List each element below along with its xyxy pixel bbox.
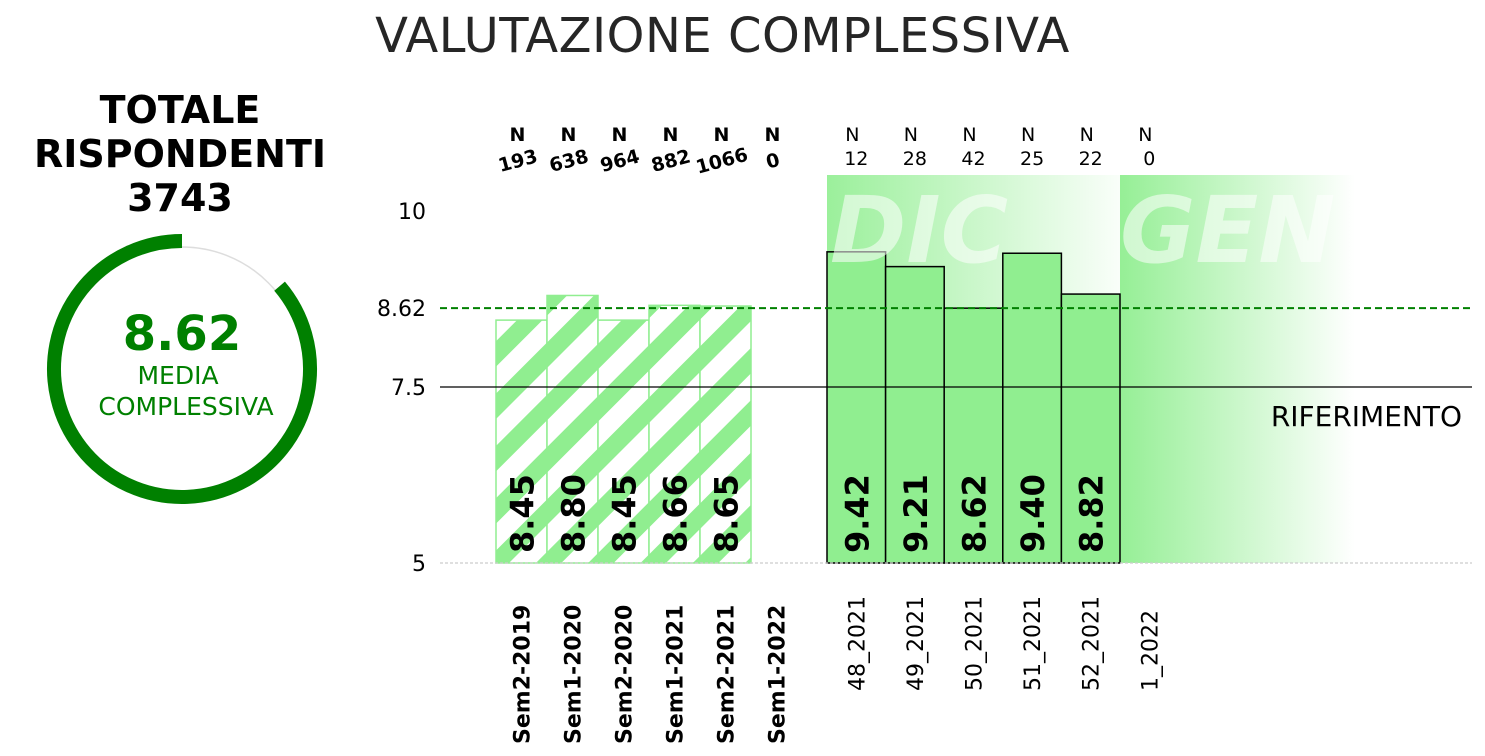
y-tick-label: 5 — [412, 552, 426, 577]
n-count: 882 — [649, 145, 693, 177]
n-label: N — [962, 124, 976, 146]
bar-value-label: 9.40 — [1014, 474, 1052, 553]
n-count: 0 — [1143, 148, 1155, 170]
bar-51_2021 — [1002, 252, 1063, 564]
n-count: 22 — [1079, 148, 1103, 170]
bar-value-label: 8.65 — [708, 474, 746, 553]
bar-value-label: 8.45 — [504, 474, 542, 553]
bar-49_2021 — [884, 265, 945, 564]
n-count: 28 — [903, 148, 927, 170]
n-count: 964 — [598, 145, 642, 177]
x-tick-label: 51_2021 — [1021, 596, 1046, 691]
bar-Sem2-2019 — [495, 319, 548, 564]
bar-value-label: 8.82 — [1073, 474, 1111, 553]
n-label: N — [1138, 124, 1152, 146]
x-tick-label: Sem2-2021 — [715, 605, 740, 744]
bar-Sem2-2020 — [597, 319, 650, 564]
period-band-gen — [1120, 175, 1355, 563]
overlay-word-dic: DIC — [830, 177, 1008, 284]
n-label: N — [714, 124, 730, 146]
n-count: 25 — [1020, 148, 1044, 170]
x-tick-label: Sem1-2022 — [766, 605, 791, 744]
x-tick-label: 52_2021 — [1080, 596, 1105, 691]
bar-Sem2-2021 — [699, 305, 752, 564]
bar-value-label: 8.66 — [657, 474, 695, 553]
total-label-line2: RISPONDENTI — [33, 132, 327, 176]
x-tick-label: 50_2021 — [963, 596, 988, 691]
bar-value-label: 8.80 — [555, 474, 593, 553]
n-count: 193 — [496, 145, 540, 177]
x-tick-label: 48_2021 — [845, 596, 870, 691]
y-tick-label: 10 — [398, 200, 426, 225]
n-count: 0 — [764, 149, 782, 174]
n-count: 42 — [961, 148, 985, 170]
n-label: N — [765, 124, 781, 146]
reference-label: RIFERIMENTO — [1271, 400, 1462, 433]
bar-value-label: 8.62 — [956, 474, 994, 553]
total-label-line1: TOTALE — [99, 88, 261, 132]
bar-value-label: 9.42 — [838, 474, 876, 553]
n-label: N — [510, 124, 526, 146]
n-count: 638 — [547, 145, 591, 177]
total-respondents: TOTALE RISPONDENTI 3743 — [20, 88, 340, 220]
x-tick-label: 1_2022 — [1138, 610, 1163, 691]
x-tick-label: Sem2-2020 — [613, 605, 638, 744]
x-tick-label: Sem1-2021 — [664, 605, 689, 744]
total-value: 3743 — [127, 176, 233, 220]
y-tick-label: 8.62 — [377, 297, 426, 322]
n-label: N — [845, 124, 859, 146]
gauge-progress-arc — [47, 234, 317, 504]
n-label: N — [1080, 124, 1094, 146]
n-count: 12 — [844, 148, 868, 170]
n-label: N — [663, 124, 679, 146]
n-label: N — [561, 124, 577, 146]
n-count: 1066 — [694, 144, 751, 179]
x-tick-label: 49_2021 — [904, 596, 929, 691]
bar-52_2021 — [1060, 293, 1121, 564]
average-label-line1: MEDIA — [137, 361, 218, 390]
x-tick-label: Sem2-2019 — [511, 605, 536, 744]
average-gauge: 8.62 MEDIA COMPLESSIVA — [47, 234, 317, 504]
bar-value-label: 8.45 — [606, 474, 644, 553]
n-label: N — [1021, 124, 1035, 146]
overlay-word-gen: GEN — [1120, 177, 1335, 284]
n-label: N — [612, 124, 628, 146]
bar-value-label: 9.21 — [897, 474, 935, 553]
chart-title: VALUTAZIONE COMPLESSIVA — [375, 8, 1070, 64]
average-value: 8.62 — [123, 306, 241, 362]
x-tick-label: Sem1-2020 — [562, 605, 587, 744]
y-tick-label: 7.5 — [391, 376, 426, 401]
average-label-line2: COMPLESSIVA — [98, 392, 273, 421]
n-label: N — [904, 124, 918, 146]
